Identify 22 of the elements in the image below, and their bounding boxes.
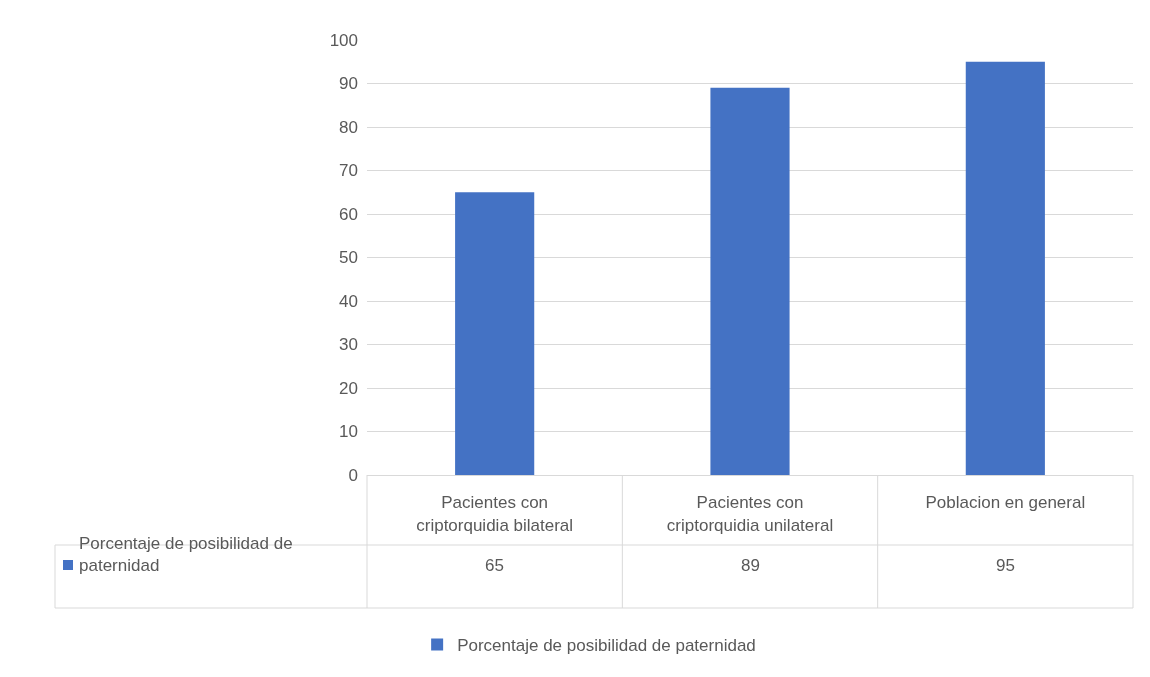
bar bbox=[710, 87, 790, 475]
bar bbox=[455, 192, 535, 475]
y-tick-label: 10 bbox=[339, 422, 358, 442]
y-tick-label: 70 bbox=[339, 161, 358, 181]
x-tick-label: Poblacion en general bbox=[925, 493, 1086, 513]
data-label: 95 bbox=[996, 556, 1015, 575]
y-tick-label: 60 bbox=[339, 204, 358, 224]
x-tick-label: Pacientes con criptorquidia bilateral bbox=[416, 493, 574, 535]
legend-label: Porcentaje de posibilidad de paternidad bbox=[457, 636, 756, 656]
data-label: 65 bbox=[485, 556, 504, 575]
bar bbox=[965, 61, 1045, 475]
y-tick-label: 90 bbox=[339, 74, 358, 94]
x-tick-label: Pacientes con criptorquidia unilateral bbox=[666, 493, 834, 535]
y-tick-label: 0 bbox=[348, 465, 358, 485]
y-tick-label: 40 bbox=[339, 291, 358, 311]
y-tick-label: 30 bbox=[339, 335, 358, 355]
y-tick-label: 100 bbox=[329, 30, 358, 50]
y-tick-label: 20 bbox=[339, 378, 358, 398]
text: Porcentaje de posibilidad de paternidad bbox=[79, 534, 293, 576]
data-label: 89 bbox=[741, 556, 760, 575]
y-tick-label: 50 bbox=[339, 248, 358, 268]
y-tick-label: 80 bbox=[339, 117, 358, 137]
